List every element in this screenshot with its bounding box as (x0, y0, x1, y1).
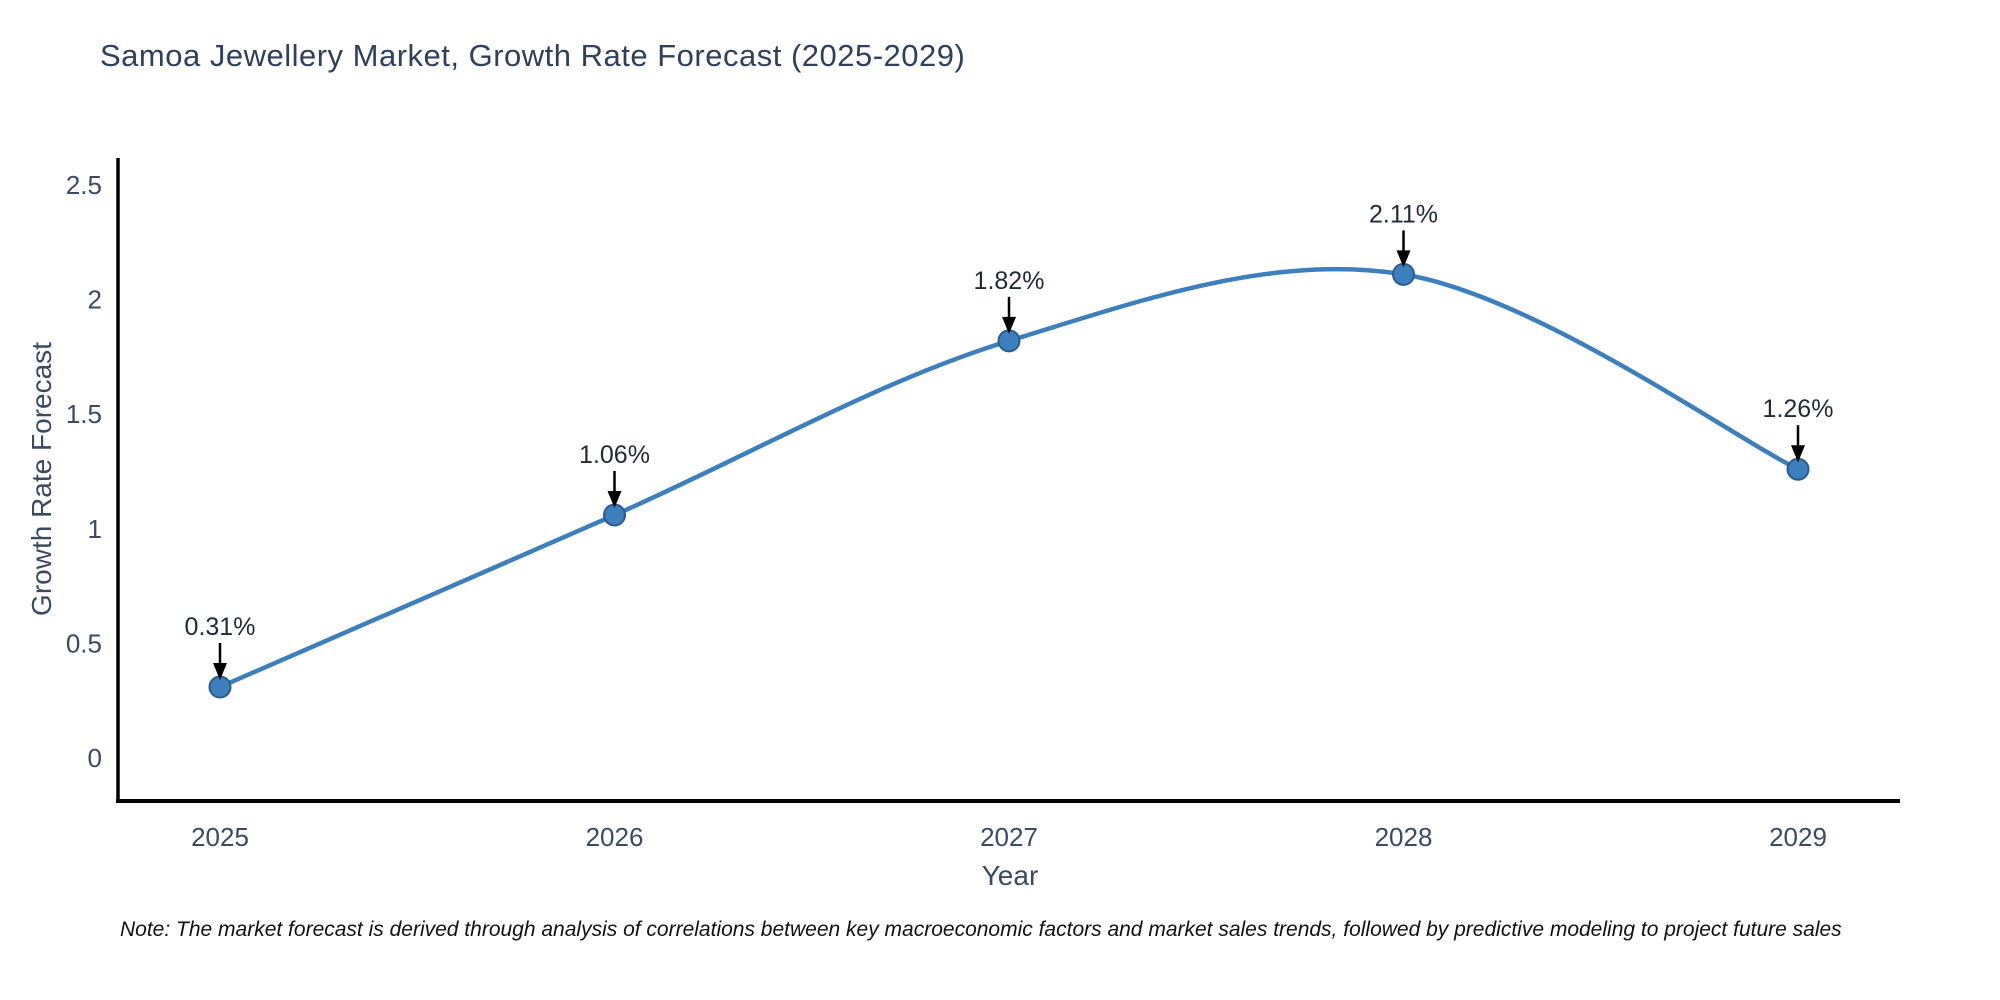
annotation-arrow-head (213, 662, 227, 680)
y-tick-label: 1 (88, 514, 102, 544)
annotation-arrow-head (1791, 445, 1805, 463)
x-tick-label: 2029 (1769, 822, 1827, 852)
x-tick-label: 2026 (586, 822, 644, 852)
y-tick-label: 0.5 (66, 628, 102, 658)
data-point-label: 1.82% (974, 267, 1045, 295)
annotation-arrow-head (1002, 316, 1016, 334)
data-point-label: 0.31% (185, 613, 256, 641)
x-tick-label: 2025 (191, 822, 249, 852)
x-tick-label: 2027 (980, 822, 1038, 852)
y-tick-label: 0 (88, 743, 102, 773)
annotation-arrow-head (607, 491, 622, 509)
annotation-arrow-head (1396, 250, 1411, 268)
data-point-label: 1.26% (1763, 395, 1834, 423)
x-axis-title: Year (981, 860, 1039, 891)
data-point-label: 2.11% (1369, 200, 1438, 228)
chart-title: Samoa Jewellery Market, Growth Rate Fore… (100, 38, 966, 73)
x-tick-label: 2028 (1375, 822, 1433, 852)
y-tick-label: 1.5 (66, 399, 102, 429)
y-tick-label: 2 (88, 285, 102, 315)
data-point-label: 1.06% (579, 441, 650, 469)
footnote: Note: The market forecast is derived thr… (120, 918, 1842, 941)
y-tick-label: 2.5 (66, 170, 102, 200)
